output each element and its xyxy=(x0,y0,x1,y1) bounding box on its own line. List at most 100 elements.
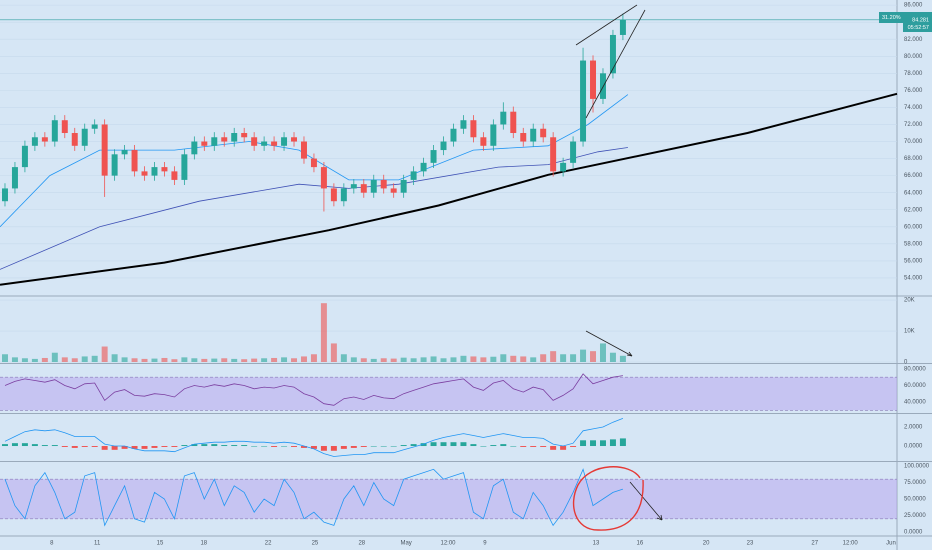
y-tick-label: 2.0000 xyxy=(904,425,923,431)
volume-bar xyxy=(71,358,78,362)
candle-body xyxy=(151,167,158,176)
red-circle xyxy=(572,466,644,531)
change-label: 31.20% xyxy=(882,15,901,21)
histogram-bar xyxy=(400,445,407,447)
candle-body xyxy=(460,120,467,129)
volume-bar xyxy=(61,357,68,362)
candle-body xyxy=(430,150,437,163)
candle-body xyxy=(590,60,597,99)
histogram-bar xyxy=(609,439,616,447)
volume-bar xyxy=(11,357,18,362)
volume-bar xyxy=(410,358,417,362)
candle-body xyxy=(440,141,447,151)
x-tick-label: 18 xyxy=(200,541,207,547)
volume-bar xyxy=(310,354,317,362)
histogram-bar xyxy=(231,445,238,447)
y-tick-label: 54.000 xyxy=(904,276,923,282)
volume-bar xyxy=(191,358,198,362)
candle-body xyxy=(31,137,38,146)
moving-line xyxy=(0,92,898,286)
y-tick-label: 72.000 xyxy=(904,122,923,128)
volume-bar xyxy=(31,358,38,362)
candle-body xyxy=(510,111,517,134)
candle-body xyxy=(490,124,497,146)
volume-bar xyxy=(500,354,507,362)
volume-bar xyxy=(550,351,557,362)
volume-bar xyxy=(340,354,347,362)
candle-body xyxy=(550,137,557,172)
candle-body xyxy=(71,133,78,146)
volume-bar xyxy=(101,346,108,362)
candle-body xyxy=(609,34,616,74)
y-tick-label: 75.0000 xyxy=(904,480,926,486)
histogram-bar xyxy=(510,446,517,447)
candle-body xyxy=(320,167,327,189)
y-tick-label: 100.0000 xyxy=(904,464,930,470)
volume-bar xyxy=(380,358,387,362)
candle-body xyxy=(530,128,537,142)
histogram-bar xyxy=(470,444,477,447)
y-tick-label: 60.0000 xyxy=(904,383,926,389)
y-tick-label: 86.000 xyxy=(904,3,923,9)
x-tick-label: 28 xyxy=(358,541,365,547)
candle-body xyxy=(211,137,218,146)
volume-bar xyxy=(41,357,48,362)
candle-body xyxy=(111,154,118,176)
x-tick-label: 9 xyxy=(483,541,487,547)
volume-bar xyxy=(211,358,218,362)
indicator-line xyxy=(4,468,624,527)
candle-body xyxy=(380,179,387,189)
candle-body xyxy=(520,133,527,142)
volume-bar xyxy=(599,343,606,362)
candle-body xyxy=(131,150,138,172)
candle-body xyxy=(11,167,18,189)
y-tick-label: 25.0000 xyxy=(904,513,926,519)
histogram-bar xyxy=(151,446,158,448)
x-tick-label: 13 xyxy=(593,541,600,547)
volume-bar xyxy=(590,351,597,362)
histogram-bar xyxy=(201,444,208,447)
histogram-bar xyxy=(271,446,278,447)
histogram-bar xyxy=(490,445,497,447)
volume-bar xyxy=(440,358,447,362)
volume-bar xyxy=(131,358,138,362)
volume-bar xyxy=(330,343,337,362)
histogram-bar xyxy=(500,444,507,447)
candle-body xyxy=(1,188,8,202)
countdown-badge xyxy=(903,23,932,32)
histogram-bar xyxy=(580,440,587,447)
x-tick-label: Jun xyxy=(886,541,896,547)
candle-body xyxy=(300,141,307,159)
histogram-bar xyxy=(161,446,168,447)
candle-body xyxy=(191,141,198,155)
x-tick-label: 25 xyxy=(312,541,319,547)
x-tick-label: 20 xyxy=(703,541,710,547)
candle-body xyxy=(81,128,88,146)
y-tick-label: 50.0000 xyxy=(904,497,926,503)
y-tick-label: 66.000 xyxy=(904,173,923,179)
volume-bar xyxy=(1,354,8,362)
histogram-bar xyxy=(251,446,258,447)
x-tick-label: 15 xyxy=(157,541,164,547)
candle-body xyxy=(560,162,567,172)
volume-bar xyxy=(251,358,258,362)
volume-arrow xyxy=(585,330,633,357)
candle-body xyxy=(91,124,98,129)
histogram-bar xyxy=(51,445,58,447)
volume-bar xyxy=(560,354,567,362)
histogram-bar xyxy=(291,446,298,447)
volume-bar xyxy=(231,358,238,362)
volume-bar xyxy=(400,357,407,362)
indicator-line xyxy=(4,373,623,406)
volume-bar xyxy=(141,358,148,362)
y-tick-label: 82.000 xyxy=(904,37,923,43)
y-tick-label: 0.0000 xyxy=(904,444,923,450)
volume-bar xyxy=(91,355,98,362)
band xyxy=(0,377,897,411)
volume-bar xyxy=(580,349,587,362)
histogram-bar xyxy=(191,444,198,447)
histogram-bar xyxy=(560,446,567,450)
y-tick-label: 40.0000 xyxy=(904,400,926,406)
